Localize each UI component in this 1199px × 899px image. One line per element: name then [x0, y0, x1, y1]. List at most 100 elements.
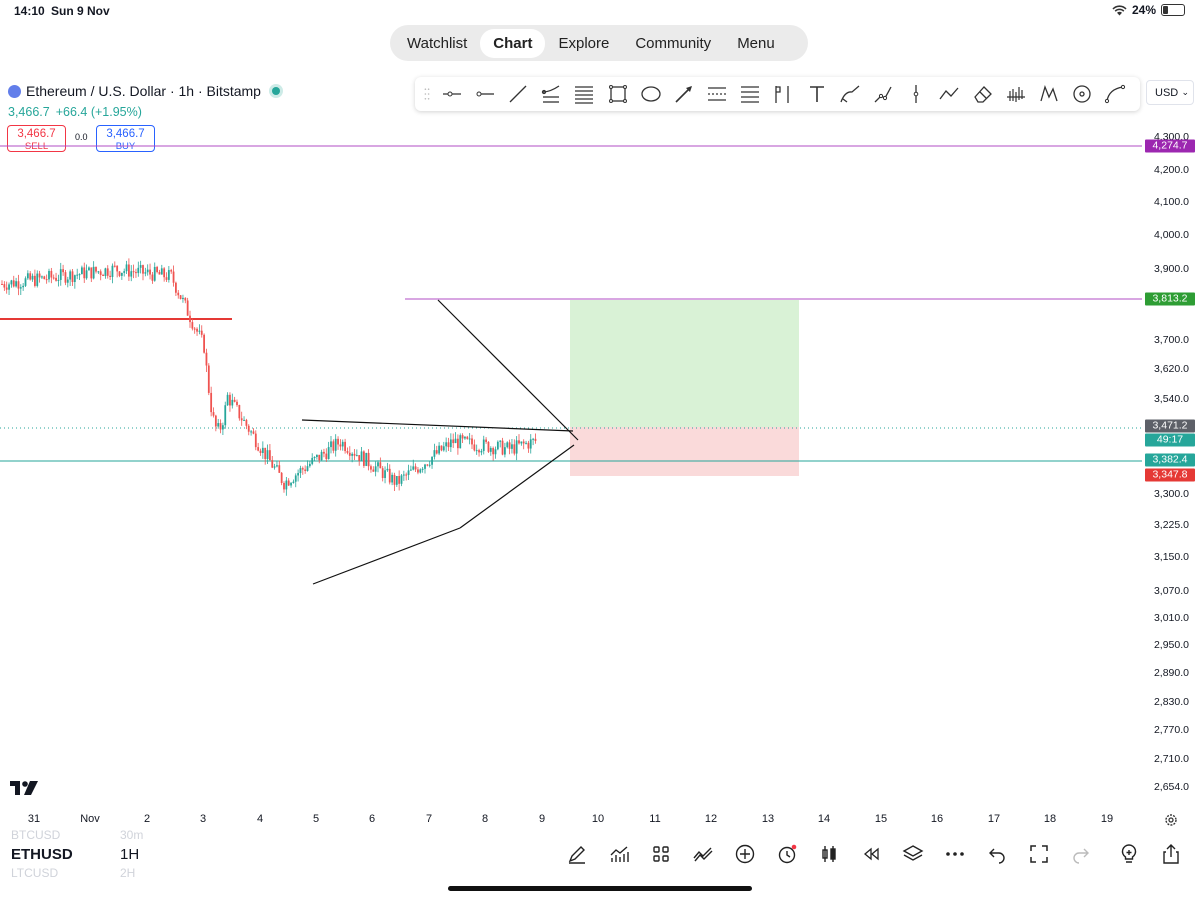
candle-body — [184, 297, 187, 301]
current-price-label: 3,471.2 — [1145, 419, 1195, 433]
redo-button[interactable] — [1060, 839, 1102, 869]
replay-button[interactable] — [850, 839, 892, 869]
prev-interval[interactable]: 30m — [120, 828, 144, 842]
candle-body — [487, 441, 490, 452]
polyline-icon[interactable] — [933, 79, 966, 109]
drawing-tool-button[interactable] — [556, 839, 598, 869]
undo-button[interactable] — [976, 839, 1018, 869]
next-interval[interactable]: 2H — [120, 866, 136, 880]
candle-body — [525, 442, 527, 444]
x-tick: 8 — [481, 813, 489, 825]
rectangle-icon[interactable] — [601, 79, 634, 109]
candle-body — [120, 272, 123, 276]
trend-line-up-2[interactable] — [459, 444, 575, 529]
candle-body — [316, 454, 318, 457]
candle-body — [428, 464, 431, 466]
trend-line-flat[interactable] — [301, 419, 574, 432]
ideas-button[interactable] — [1108, 839, 1150, 869]
tab-watchlist[interactable]: Watchlist — [407, 34, 468, 52]
candle-body — [351, 453, 354, 456]
add-button[interactable] — [724, 839, 766, 869]
y-tick: 4,100.0 — [1153, 196, 1189, 208]
candle-body — [224, 405, 227, 426]
date-price-range-icon[interactable] — [734, 79, 767, 109]
candle-body — [5, 287, 8, 290]
price-range-icon[interactable] — [701, 79, 734, 109]
prev-symbol[interactable]: BTCUSD — [11, 828, 61, 842]
x-tick: 14 — [817, 813, 831, 825]
candle-body — [421, 468, 424, 470]
templates-button[interactable] — [640, 839, 682, 869]
curve-icon[interactable] — [1099, 79, 1132, 109]
tab-explore[interactable]: Explore — [558, 34, 610, 52]
candle-body — [311, 457, 314, 464]
candle-body — [172, 271, 175, 283]
entry-price-label[interactable]: 3,382.4 — [1145, 453, 1195, 467]
tab-community[interactable]: Community — [635, 34, 712, 52]
candle-body — [210, 392, 213, 413]
candle-body — [226, 394, 229, 406]
more-button[interactable] — [934, 839, 976, 869]
tab-chart[interactable]: Chart — [480, 28, 546, 58]
symbol-picker[interactable]: ETHUSD — [11, 846, 73, 863]
parallel-channel-icon[interactable] — [568, 79, 601, 109]
chart-type-button[interactable] — [808, 839, 850, 869]
candle-body — [116, 265, 119, 272]
y-tick: 3,010.0 — [1153, 612, 1189, 624]
indicators-button[interactable] — [598, 839, 640, 869]
interval-picker[interactable]: 1H — [120, 846, 140, 863]
status-indicators: 24% — [1112, 3, 1185, 17]
horizontal-line-icon[interactable] — [468, 79, 501, 109]
layers-button[interactable] — [892, 839, 934, 869]
candle-body — [83, 267, 86, 279]
share-button[interactable] — [1150, 839, 1192, 869]
trend-line-icon[interactable] — [501, 79, 534, 109]
trend-line-up-1[interactable] — [312, 527, 461, 585]
fullscreen-button[interactable] — [1018, 839, 1060, 869]
alert-button[interactable] — [766, 839, 808, 869]
compare-button[interactable] — [682, 839, 724, 869]
long-position-icon[interactable] — [767, 79, 800, 109]
stop-price-label[interactable]: 3,347.8 — [1145, 468, 1195, 482]
symbol-header[interactable]: Ethereum / U.S. Dollar · 1h · Bitstamp — [8, 83, 280, 99]
path-icon[interactable] — [866, 79, 899, 109]
y-tick: 3,225.0 — [1153, 519, 1189, 531]
candle-body — [393, 474, 396, 485]
candle-body — [308, 463, 311, 467]
brush-icon[interactable] — [833, 79, 866, 109]
vertical-line-icon[interactable] — [900, 79, 933, 109]
tradingview-logo-icon[interactable] — [10, 780, 40, 796]
candle-body — [92, 266, 95, 279]
candle-body — [50, 270, 53, 278]
chart-settings-icon[interactable] — [1163, 812, 1179, 828]
tab-menu[interactable]: Menu — [737, 34, 775, 52]
trend-line-down[interactable] — [437, 299, 579, 441]
eraser-icon[interactable] — [966, 79, 999, 109]
candle-body — [104, 268, 107, 277]
horizontal-ray-icon[interactable] — [435, 79, 468, 109]
ellipse-icon[interactable] — [634, 79, 667, 109]
stop-zone[interactable] — [570, 427, 799, 476]
target-price-label[interactable]: 3,813.2 — [1145, 292, 1195, 306]
candle-body — [534, 438, 537, 441]
fib-retracement-icon[interactable] — [535, 79, 568, 109]
arrow-icon[interactable] — [667, 79, 700, 109]
x-tick: 11 — [649, 813, 661, 825]
candle-body — [447, 442, 450, 448]
cross-line-icon[interactable] — [999, 79, 1032, 109]
alert-price-label[interactable]: 4,274.7 — [1145, 139, 1195, 153]
next-symbol[interactable]: LTCUSD — [11, 866, 59, 880]
cycle-icon[interactable] — [1066, 79, 1099, 109]
candle-body — [292, 481, 295, 483]
drag-handle-icon[interactable] — [419, 79, 435, 109]
candle-body — [24, 278, 27, 286]
text-icon[interactable] — [800, 79, 833, 109]
pattern-icon[interactable] — [1032, 79, 1065, 109]
candle-body — [527, 442, 530, 449]
profit-zone[interactable] — [570, 300, 799, 427]
currency-select[interactable]: USD ⌄ — [1146, 80, 1194, 105]
home-indicator[interactable] — [448, 886, 752, 891]
candle-body — [175, 282, 177, 293]
candle-body — [400, 475, 403, 484]
